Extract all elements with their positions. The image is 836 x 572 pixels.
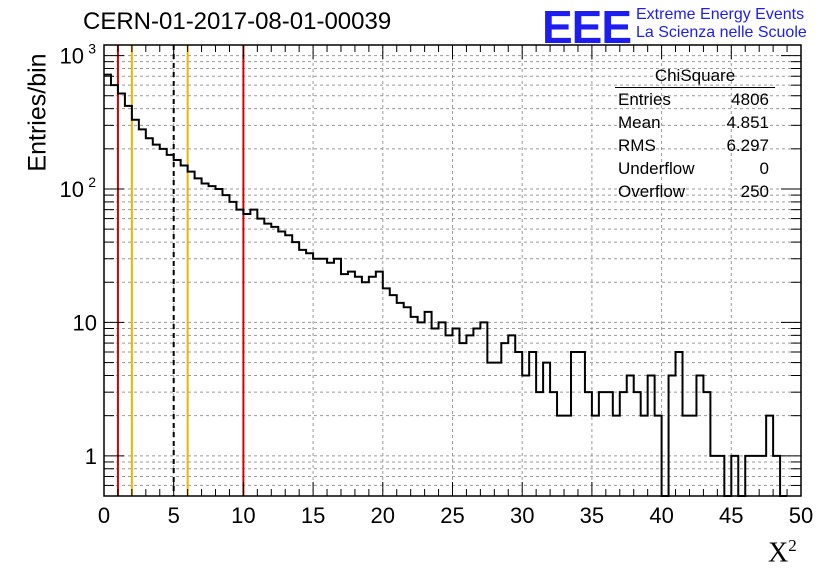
chart-title: CERN-01-2017-08-01-00039 — [83, 8, 392, 35]
y-tick-label-exponent: 2 — [88, 174, 96, 190]
stats-title: ChiSquare — [615, 66, 775, 88]
x-axis-label: X2 — [768, 536, 797, 569]
y-tick-label: 1 — [85, 444, 97, 469]
x-tick-label: 45 — [719, 503, 743, 528]
x-tick-label: 35 — [580, 503, 604, 528]
x-tick-label: 30 — [510, 503, 534, 528]
stats-row-underflow: Underflow 0 — [618, 159, 769, 178]
x-tick-label: 40 — [649, 503, 673, 528]
x-tick-label: 0 — [98, 503, 110, 528]
x-tick-label: 20 — [371, 503, 395, 528]
eee-logo: EEE — [542, 1, 632, 53]
logo-line-1: Extreme Energy Events — [636, 6, 805, 23]
reference-lines — [116, 45, 245, 496]
x-tick-label: 50 — [789, 503, 813, 528]
y-tick-label-exponent: 3 — [88, 41, 96, 57]
x-tick-label: 10 — [231, 503, 255, 528]
x-tick-label: 5 — [168, 503, 180, 528]
stats-box: ChiSquare Entries 4806 Mean 4.851 RMS 6.297… — [611, 66, 777, 203]
y-tick-label: 10 — [73, 310, 97, 335]
y-tick-label: 10 — [60, 44, 84, 69]
stats-row-entries: Entries 4806 — [618, 90, 769, 109]
axis-ticks — [103, 45, 802, 497]
y-tick-label: 10 — [60, 177, 84, 202]
stats-row-overflow: Overflow 250 — [618, 182, 769, 201]
x-tick-label: 25 — [440, 503, 464, 528]
stats-row-rms: RMS 6.297 — [618, 136, 769, 155]
logo-line-2: La Scienza nelle Scuole — [636, 24, 807, 41]
stats-row-mean: Mean 4.851 — [618, 113, 769, 132]
x-tick-label: 15 — [301, 503, 325, 528]
y-axis-label: Entries/bin — [23, 53, 52, 172]
